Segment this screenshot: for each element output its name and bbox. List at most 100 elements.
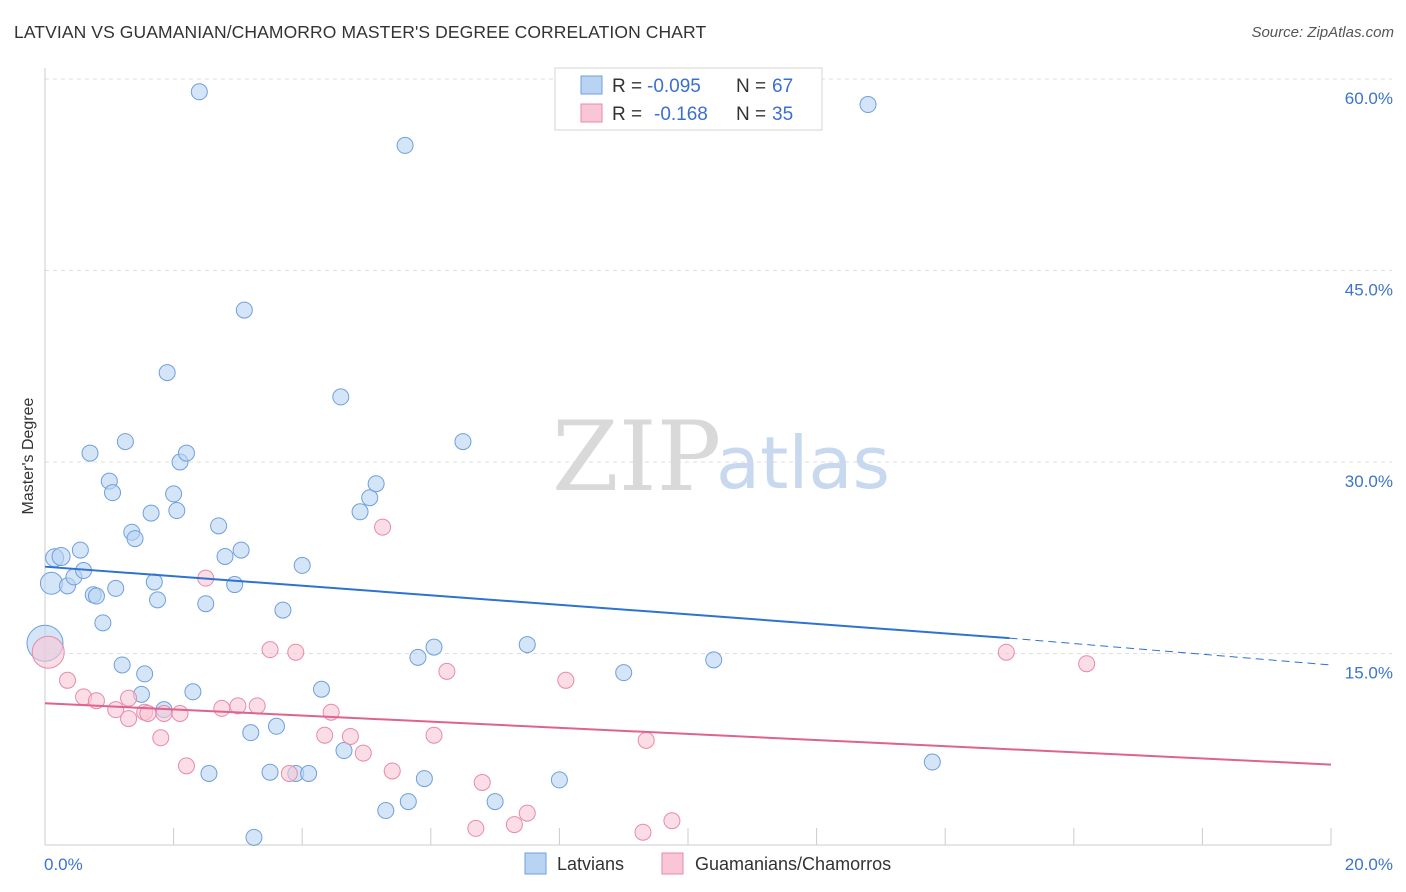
latvians-point [168,502,186,520]
latvians-point [232,541,250,559]
guam-point [248,697,266,715]
guam-point [120,710,138,728]
latvians-point [367,475,385,493]
guam-point [171,705,189,723]
guam-point [467,819,485,837]
latvians-n-label: N = [736,76,766,97]
guam-point [634,823,652,841]
guam-point [280,765,298,783]
latvians-point [197,595,215,613]
latvians-point [415,770,433,788]
guam-point [316,726,334,744]
latvians-point [136,665,154,683]
guam-point [341,727,359,745]
chart-title: LATVIAN VS GUAMANIAN/CHAMORRO MASTER'S D… [14,22,707,42]
latvians-point [235,301,253,319]
latvians-point [107,579,125,597]
latvians-point [261,763,279,781]
latvians-point [409,648,427,666]
y-tick-label: 30.0% [1345,472,1393,491]
latvians-point [335,742,353,760]
guam-point [637,731,655,749]
guam-point [177,757,195,775]
y-tick-label: 15.0% [1345,664,1393,683]
latvians-r-value: -0.095 [647,76,701,97]
guam-n-label: N = [736,104,766,125]
latvians-point [923,753,941,771]
latvians-point [396,136,414,154]
guam-point [152,729,170,747]
latvians-point [158,364,176,382]
latvians-point [486,793,504,811]
guam-point [557,671,575,689]
latvians-point [81,444,99,462]
guam-point [31,635,65,669]
guam-n-value: 35 [772,104,793,125]
guam-series-swatch [661,852,684,875]
latvians-point [165,485,183,503]
trendlines [44,565,1332,766]
x-ticks [173,828,1332,845]
latvians-point [216,547,234,565]
guam-point [1078,655,1096,673]
latvians-point [145,573,163,591]
latvians-n-value: 67 [772,76,793,97]
x-tick-label-min: 0.0% [44,855,83,874]
guam-point [425,726,443,744]
guam-point [997,643,1015,661]
watermark-atlas: atlas [716,421,890,505]
latvians-point [71,541,89,559]
guam-point [518,804,536,822]
guam-point [438,662,456,680]
latvians-point [87,587,105,605]
y-axis-label: Master's Degree [20,397,37,514]
latvians-point [245,828,263,846]
series-legend: Latvians Guamanians/Chamorros [524,852,891,875]
x-tick-label-max: 20.0% [1345,855,1393,874]
latvians-point [242,724,260,742]
guam-point [473,773,491,791]
latvians-point [39,571,63,595]
y-tick-label: 45.0% [1345,281,1393,300]
latvians-r-label: R = [612,76,642,97]
latvians-point [104,484,122,502]
latvians-point [377,802,395,820]
latvians-point [550,771,568,789]
guam-point [261,641,279,659]
latvians-point [293,556,311,574]
latvians-point [226,576,244,594]
latvians-point [454,433,472,451]
latvians-series-label: Latvians [557,854,624,874]
latvians-point [615,664,633,682]
stats-legend: R = -0.095 N = 67 R = -0.168 N = 35 [554,67,823,131]
latvians-point [149,591,167,609]
guam-series-label: Guamanians/Chamorros [695,854,891,874]
guam-point [287,643,305,661]
guam-points [31,518,1096,841]
guam-r-label: R = [612,104,642,125]
latvians-point [177,444,195,462]
latvians-point [859,96,877,114]
guam-point [354,744,372,762]
latvians-point [210,517,228,535]
latvians-point [184,683,202,701]
latvians-points [26,83,941,846]
guam-point [374,518,392,536]
guam-r-value: -0.168 [654,104,708,125]
latvians-point [425,638,443,656]
latvians-point [190,83,208,101]
latvians-point [142,504,160,522]
latvians-point [332,388,350,406]
watermark-zip: ZIP [552,401,721,513]
y-tick-label: 60.0% [1345,89,1393,108]
latvians-point [51,546,71,566]
source-credit: Source: ZipAtlas.com [1251,24,1394,41]
guam-point [383,762,401,780]
latvians-point [94,614,112,632]
latvians-point [116,433,134,451]
latvians-point [126,530,144,548]
guam-point [229,697,247,715]
latvians-point [705,651,723,669]
gridlines [45,78,1392,654]
